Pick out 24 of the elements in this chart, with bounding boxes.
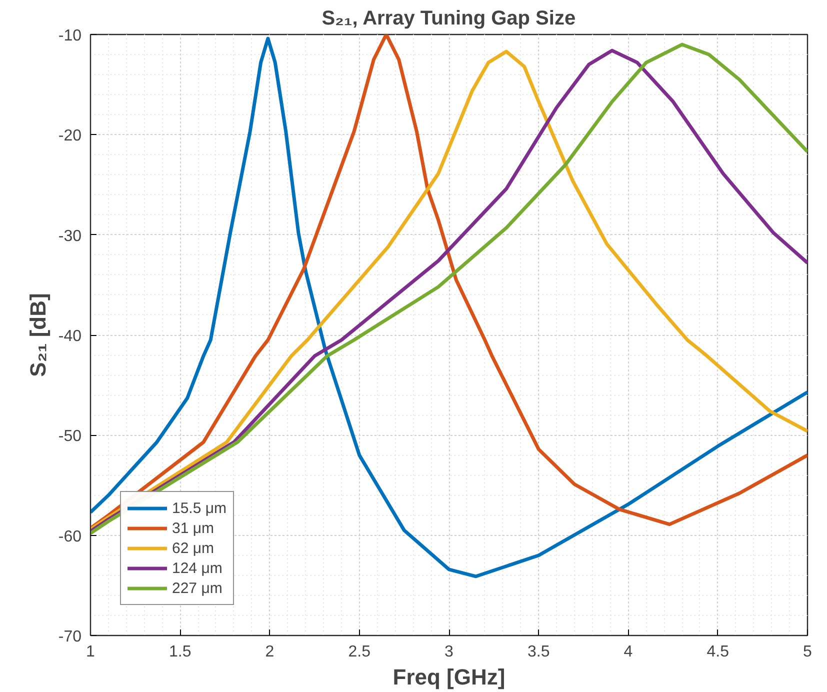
legend-label: 124 μm (172, 560, 222, 576)
x-axis-title: Freq [GHz] (392, 664, 506, 690)
x-tick-label: 4 (624, 644, 633, 660)
y-tick-label: -60 (58, 528, 82, 546)
chart-title: S₂₁, Array Tuning Gap Size (322, 8, 576, 30)
x-tick-label: 1.5 (169, 644, 192, 660)
legend-label: 62 μm (172, 540, 214, 556)
x-tick-label: 2.5 (348, 644, 371, 660)
x-tick-label: 2 (265, 644, 274, 660)
x-tick-label: 4.5 (706, 644, 730, 660)
x-tick-label: 1 (86, 644, 96, 660)
y-tick-label: -20 (58, 128, 82, 145)
legend-label: 15.5 μm (172, 500, 226, 516)
y-tick-label: -50 (58, 428, 82, 446)
y-tick-label: -40 (58, 328, 82, 345)
y-tick-label: -30 (58, 228, 82, 245)
legend-label: 227 μm (172, 580, 222, 596)
x-tick-label: 5 (803, 644, 812, 660)
y-axis-title: S₂₁ [dB] (25, 293, 50, 377)
y-tick-label: -10 (58, 28, 82, 44)
y-tick-label: -70 (58, 628, 82, 646)
x-tick-label: 3.5 (528, 644, 550, 660)
x-tick-label: 3 (444, 644, 454, 660)
legend-label: 31 μm (172, 520, 214, 536)
